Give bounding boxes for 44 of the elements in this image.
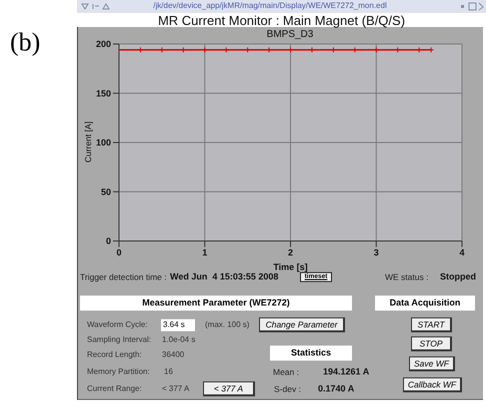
- text: Trigger detection time :: [80, 272, 167, 282]
- text: (max. 100 s): [205, 320, 250, 330]
- y-tick-label: 150: [96, 88, 111, 98]
- text: 36400: [162, 350, 184, 360]
- text: 0.1740 A: [318, 384, 354, 394]
- x-tick-label: 2: [288, 247, 294, 258]
- text: Waveform Cycle:: [87, 320, 148, 330]
- y-axis-title: Current [A]: [83, 121, 93, 163]
- text: Wed Jun 4 15:03:55 2008: [170, 272, 278, 282]
- x-tick-label: 4: [459, 247, 465, 258]
- text: Mean :: [273, 366, 299, 377]
- text: Callback WF: [408, 379, 456, 390]
- text: Record Length:: [87, 350, 142, 360]
- chart-title: MR Current Monitor : Main Magnet (B/Q/S): [156, 13, 406, 28]
- text: Measurement Parameter (WE7272): [142, 298, 290, 308]
- text: Current Range:: [87, 384, 142, 394]
- text: WE status :: [385, 272, 428, 282]
- text: < 377 A: [214, 383, 244, 394]
- text: Statistics: [290, 348, 332, 358]
- text: 3.64 s: [163, 320, 185, 330]
- text: Sampling Interval:: [87, 335, 152, 344]
- text: (b): [10, 27, 40, 56]
- text: /jk/dev/device_app/jkMR/mag/main/Display/WE/WE7272_mon.edl: [153, 1, 387, 10]
- x-tick-label: 3: [374, 247, 379, 258]
- x-axis-title: Time [s]: [273, 262, 308, 272]
- text: < 377 A: [162, 384, 190, 394]
- text: Data Acquisition: [390, 298, 460, 308]
- text: 16: [164, 367, 173, 376]
- chart-subtitle: BMPS_D3: [266, 29, 314, 40]
- x-tick-label: 1: [202, 247, 208, 258]
- y-tick-label: 0: [106, 236, 111, 246]
- y-tick-label: 200: [96, 39, 111, 50]
- text: STOP: [420, 338, 442, 348]
- text: 194.1261 A: [323, 366, 370, 377]
- text: START: [417, 319, 445, 330]
- text: Stopped: [440, 272, 476, 282]
- y-tick-label: 100: [96, 138, 111, 148]
- x-tick-label: 0: [116, 247, 122, 258]
- text: Memory Partition:: [87, 367, 150, 376]
- y-tick-label: 50: [100, 186, 111, 197]
- text: 1.0e-04 s: [162, 335, 196, 344]
- text: S-dev :: [274, 384, 301, 394]
- text: Change Parameter: [266, 319, 338, 330]
- text: Save WF: [414, 358, 449, 368]
